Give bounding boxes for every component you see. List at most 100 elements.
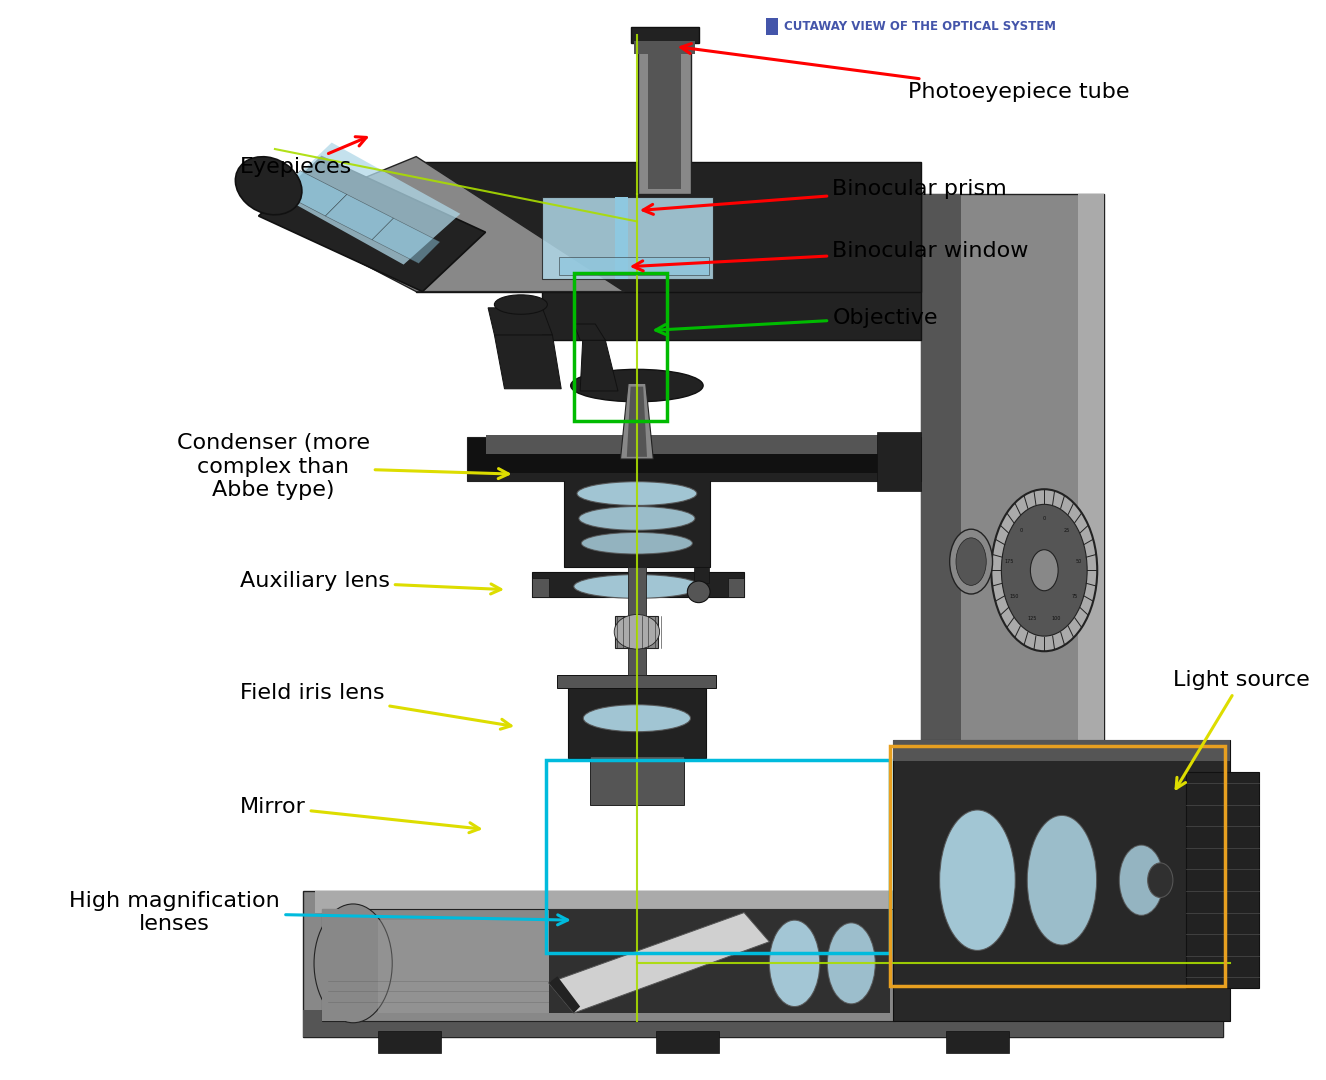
Polygon shape: [325, 194, 394, 240]
Polygon shape: [373, 218, 440, 264]
Ellipse shape: [574, 575, 700, 598]
Polygon shape: [495, 335, 561, 389]
Polygon shape: [549, 913, 769, 1013]
Text: Auxiliary lens: Auxiliary lens: [240, 571, 501, 594]
Polygon shape: [302, 891, 1224, 1037]
Text: Eyepieces: Eyepieces: [240, 137, 366, 177]
Bar: [945, 1031, 1009, 1053]
Polygon shape: [271, 157, 625, 292]
Ellipse shape: [992, 489, 1097, 651]
Polygon shape: [549, 976, 581, 1013]
Polygon shape: [485, 435, 902, 454]
Polygon shape: [416, 162, 920, 292]
Ellipse shape: [687, 581, 709, 603]
Text: 100: 100: [1052, 617, 1061, 621]
Polygon shape: [920, 194, 1103, 913]
Polygon shape: [322, 909, 353, 1021]
Bar: [765, 18, 778, 35]
Ellipse shape: [949, 529, 993, 594]
Text: Binocular prism: Binocular prism: [643, 179, 1008, 214]
Text: 150: 150: [1009, 594, 1018, 598]
Polygon shape: [574, 324, 606, 340]
Polygon shape: [568, 680, 707, 758]
Polygon shape: [629, 567, 646, 675]
Ellipse shape: [577, 482, 696, 505]
Polygon shape: [532, 572, 744, 597]
Text: Mirror: Mirror: [240, 797, 480, 833]
Polygon shape: [280, 171, 347, 216]
Bar: [656, 1031, 719, 1053]
Polygon shape: [542, 189, 920, 340]
Polygon shape: [302, 1010, 1224, 1037]
Polygon shape: [621, 383, 654, 459]
Polygon shape: [557, 675, 716, 688]
Polygon shape: [638, 32, 691, 194]
Text: 125: 125: [1028, 617, 1037, 621]
Bar: [378, 1031, 442, 1053]
Polygon shape: [728, 578, 744, 597]
Ellipse shape: [314, 904, 392, 1023]
Text: 0: 0: [1020, 528, 1024, 534]
Ellipse shape: [581, 532, 692, 554]
Text: 175: 175: [1005, 558, 1014, 564]
Ellipse shape: [956, 538, 987, 585]
Polygon shape: [316, 891, 1224, 913]
Ellipse shape: [583, 704, 691, 732]
Polygon shape: [558, 257, 709, 275]
Text: Objective: Objective: [655, 308, 937, 335]
Polygon shape: [488, 308, 553, 335]
Polygon shape: [467, 473, 920, 481]
Bar: [890, 746, 1225, 986]
Text: Photoeyepiece tube: Photoeyepiece tube: [680, 43, 1130, 102]
Polygon shape: [892, 740, 1229, 1021]
Polygon shape: [1185, 772, 1258, 988]
Text: CUTAWAY VIEW OF THE OPTICAL SYSTEM: CUTAWAY VIEW OF THE OPTICAL SYSTEM: [785, 21, 1057, 33]
Ellipse shape: [495, 295, 548, 314]
Polygon shape: [467, 437, 920, 481]
Polygon shape: [542, 197, 712, 279]
Polygon shape: [693, 567, 709, 583]
Ellipse shape: [579, 507, 695, 530]
Ellipse shape: [1028, 815, 1097, 945]
Polygon shape: [277, 143, 460, 265]
Polygon shape: [648, 38, 682, 189]
Polygon shape: [876, 432, 920, 491]
Text: 0: 0: [1042, 516, 1046, 521]
Polygon shape: [532, 578, 549, 597]
Text: Binocular window: Binocular window: [633, 241, 1029, 271]
Ellipse shape: [1119, 845, 1163, 915]
Polygon shape: [615, 616, 658, 648]
Text: 25: 25: [1063, 528, 1070, 534]
Polygon shape: [615, 197, 629, 279]
Polygon shape: [634, 41, 695, 54]
Polygon shape: [378, 920, 757, 1013]
Ellipse shape: [236, 157, 302, 215]
Ellipse shape: [1030, 550, 1058, 591]
Bar: [574, 273, 667, 421]
Polygon shape: [627, 387, 647, 457]
Polygon shape: [259, 157, 485, 292]
Text: Field iris lens: Field iris lens: [240, 684, 511, 729]
Ellipse shape: [940, 810, 1016, 950]
Text: Light source: Light source: [1174, 671, 1310, 788]
Ellipse shape: [1001, 504, 1087, 636]
Ellipse shape: [827, 922, 875, 1004]
Ellipse shape: [769, 920, 819, 1007]
Polygon shape: [590, 756, 684, 805]
Bar: [546, 760, 890, 953]
Ellipse shape: [1148, 863, 1174, 897]
Text: 50: 50: [1075, 558, 1082, 564]
Ellipse shape: [570, 369, 703, 402]
Polygon shape: [549, 909, 890, 1013]
Text: High magnification
lenses: High magnification lenses: [69, 891, 568, 934]
Ellipse shape: [614, 615, 659, 649]
Polygon shape: [581, 340, 618, 391]
Polygon shape: [631, 27, 699, 43]
Polygon shape: [564, 477, 709, 567]
Text: 75: 75: [1071, 594, 1078, 598]
Polygon shape: [322, 909, 895, 1021]
Polygon shape: [920, 194, 961, 913]
Polygon shape: [1078, 194, 1103, 913]
Text: Condenser (more
complex than
Abbe type): Condenser (more complex than Abbe type): [176, 433, 508, 500]
Polygon shape: [892, 740, 1229, 761]
